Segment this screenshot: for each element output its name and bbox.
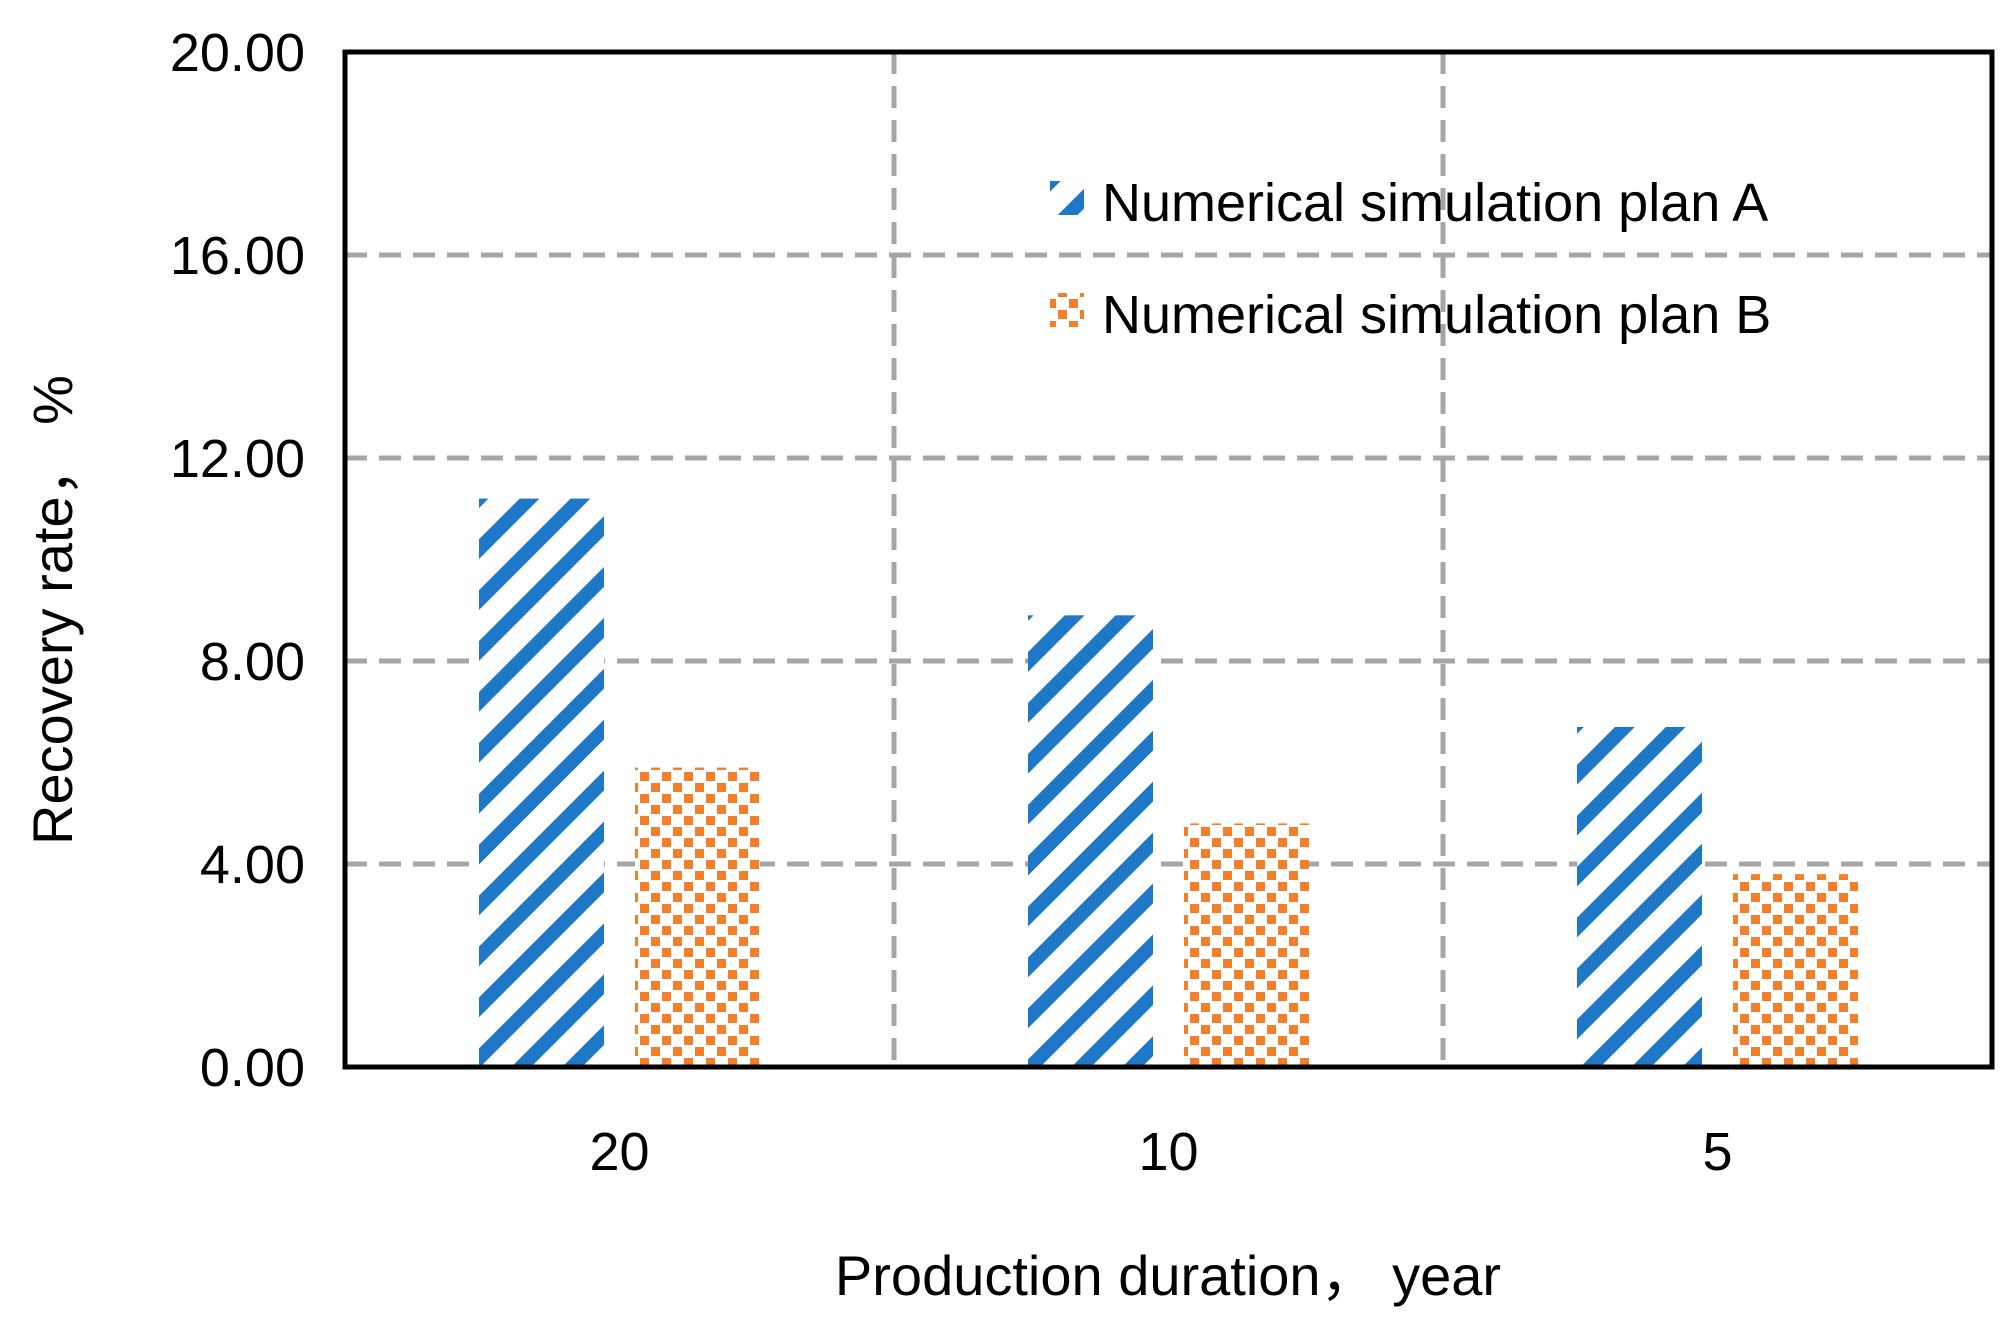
y-tick-label: 8.00 — [200, 632, 305, 692]
bar-plan-b-10 — [1184, 823, 1309, 1067]
x-tick-label: 5 — [1702, 1122, 1732, 1182]
y-tick-label: 4.00 — [200, 835, 305, 895]
y-tick-label: 16.00 — [170, 226, 305, 286]
y-axis-ticks: 0.00 4.00 8.00 12.00 16.00 20.00 — [170, 23, 305, 1098]
bars — [479, 498, 1858, 1068]
legend-swatch-plan-a — [1050, 181, 1084, 215]
legend-label-plan-a: Numerical simulation plan A — [1102, 173, 1768, 233]
legend: Numerical simulation plan A Numerical sim… — [1050, 173, 1771, 345]
x-axis-ticks: 20 10 5 — [589, 1122, 1732, 1182]
legend-swatch-plan-b — [1050, 293, 1084, 327]
y-tick-label: 12.00 — [170, 429, 305, 489]
x-tick-label: 20 — [589, 1122, 649, 1182]
y-tick-label: 20.00 — [170, 23, 305, 83]
bar-plan-a-20 — [479, 498, 604, 1068]
bar-plan-a-5 — [1577, 726, 1702, 1067]
grid-lines — [345, 52, 1992, 1067]
bar-plan-b-20 — [635, 767, 760, 1067]
x-axis-title: Production duration， year — [835, 1244, 1501, 1307]
y-tick-label: 0.00 — [200, 1038, 305, 1098]
plot-frame — [342, 49, 1995, 1070]
bar-plan-a-10 — [1028, 615, 1153, 1067]
y-axis-title: Recovery rate， % — [21, 375, 84, 845]
x-tick-label: 10 — [1138, 1122, 1198, 1182]
legend-label-plan-b: Numerical simulation plan B — [1102, 285, 1771, 345]
bar-plan-b-5 — [1733, 874, 1858, 1067]
